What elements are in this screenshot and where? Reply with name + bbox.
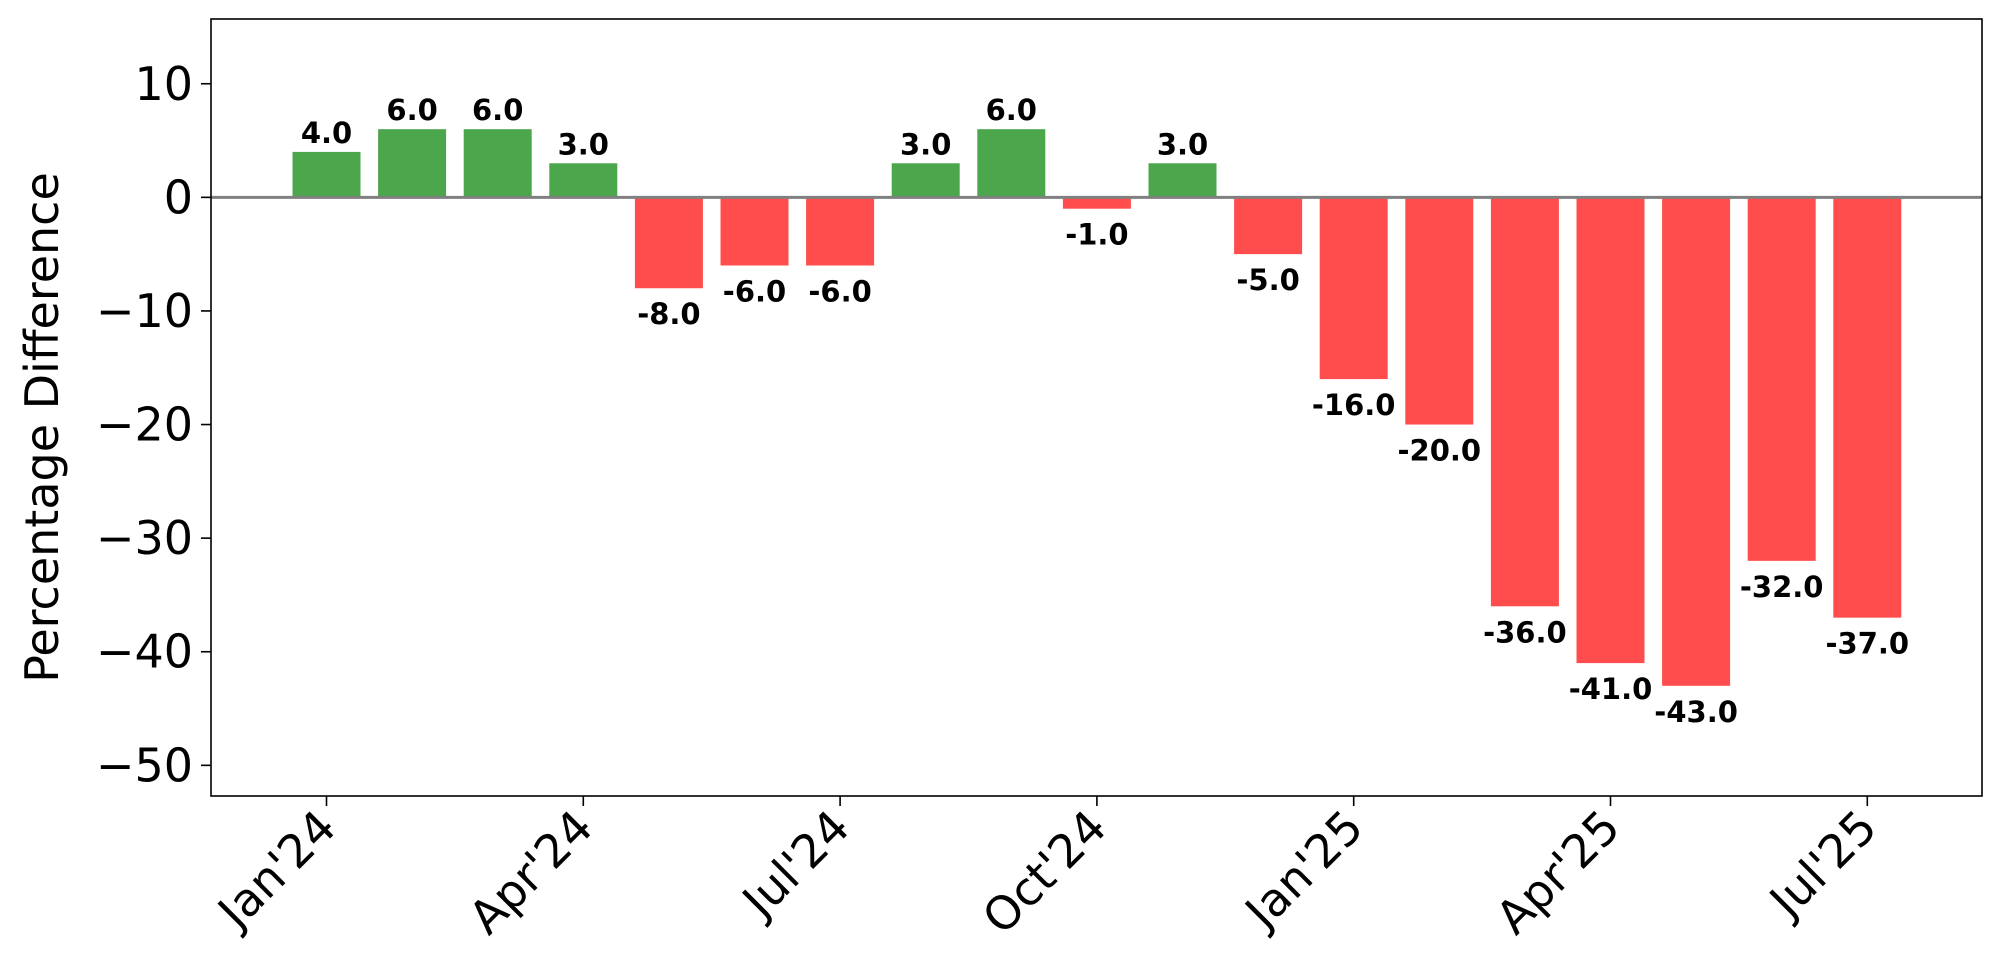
x-tick-label: Jul'25 xyxy=(1757,800,1887,930)
bar-nov-2024 xyxy=(1148,163,1217,198)
x-tick-label: Apr'24 xyxy=(458,800,603,945)
bar-sep-2024 xyxy=(977,129,1046,198)
bar-aug-2024 xyxy=(891,163,960,198)
data-labels: 4.0 6.0 6.0 3.0 -8.0 -6.0 -6.0 3.0 6.0 -1.0 3.0 -5.… xyxy=(301,93,1909,729)
bar-jan-2025 xyxy=(1319,197,1388,380)
data-label: -5.0 xyxy=(1236,263,1299,297)
data-label: -20.0 xyxy=(1398,434,1482,468)
y-axis-title: Percentage Difference xyxy=(15,172,69,683)
bar-mar-2024 xyxy=(463,129,532,198)
x-tick-label: Oct'24 xyxy=(972,800,1117,945)
y-tick-label: −20 xyxy=(96,398,193,452)
bar-dec-2024 xyxy=(1234,197,1303,255)
y-tick-label: 0 xyxy=(164,170,193,224)
y-tick-label: 10 xyxy=(134,57,193,111)
y-tick-label: −50 xyxy=(96,738,193,792)
bar-apr-2025 xyxy=(1576,197,1645,664)
data-label: -32.0 xyxy=(1740,570,1824,604)
y-axis: 10 0 −10 −20 −30 −40 −50 xyxy=(96,57,211,792)
data-label: -41.0 xyxy=(1569,672,1653,706)
bar-jan-2024 xyxy=(292,151,361,198)
bar-feb-2025 xyxy=(1405,197,1474,425)
bar-jul-2024 xyxy=(806,197,875,266)
data-label: -37.0 xyxy=(1826,627,1910,661)
data-label: -6.0 xyxy=(723,275,786,309)
data-label: 6.0 xyxy=(386,93,437,127)
data-label: 4.0 xyxy=(301,116,352,150)
data-label: 3.0 xyxy=(1157,127,1208,161)
bar-mar-2025 xyxy=(1490,197,1559,607)
data-label: 6.0 xyxy=(986,93,1037,127)
x-tick-label: Apr'25 xyxy=(1485,800,1630,945)
x-tick-label: Jan'25 xyxy=(1233,800,1374,941)
bar-jul-2025 xyxy=(1833,197,1902,618)
bar-may-2025 xyxy=(1662,197,1731,686)
data-label: -8.0 xyxy=(637,297,700,331)
x-tick-label: Jan'24 xyxy=(205,800,346,941)
data-label: 6.0 xyxy=(472,93,523,127)
data-label: -36.0 xyxy=(1483,615,1567,649)
y-tick-label: −40 xyxy=(96,625,193,679)
x-tick-label: Jul'24 xyxy=(730,800,860,930)
x-axis: Jan'24 Apr'24 Jul'24 Oct'24 Jan'25 Apr'25 Jul'… xyxy=(205,796,1887,944)
bar-feb-2024 xyxy=(378,129,447,198)
data-label: 3.0 xyxy=(900,127,951,161)
data-label: -6.0 xyxy=(808,275,871,309)
data-label: 3.0 xyxy=(558,127,609,161)
data-label: -16.0 xyxy=(1312,388,1396,422)
bars xyxy=(292,129,1902,686)
bar-jun-2025 xyxy=(1747,197,1816,561)
data-label: -1.0 xyxy=(1065,218,1128,252)
data-label: -43.0 xyxy=(1654,695,1738,729)
y-tick-label: −30 xyxy=(96,511,193,565)
bar-oct-2024 xyxy=(1062,197,1131,209)
bar-may-2024 xyxy=(634,197,703,289)
bar-apr-2024 xyxy=(549,163,618,198)
bar-jun-2024 xyxy=(720,197,789,266)
y-tick-label: −10 xyxy=(96,284,193,338)
